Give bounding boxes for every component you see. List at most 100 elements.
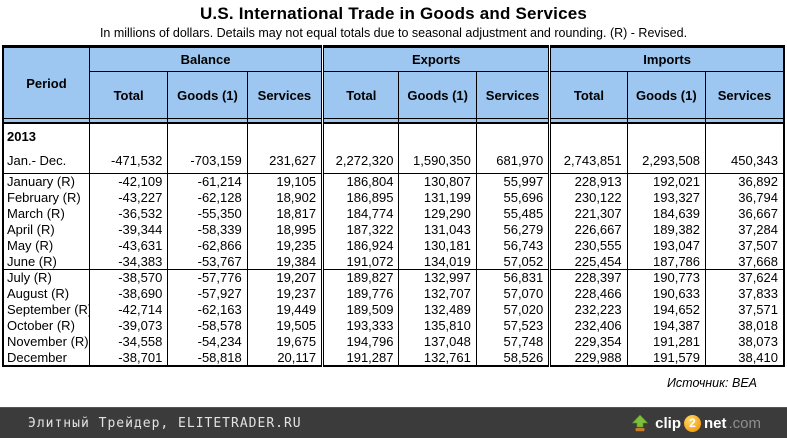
value-cell: -58,818 <box>167 349 248 366</box>
year-row: 2013 <box>2 122 785 146</box>
value-cell: 186,924 <box>321 237 400 254</box>
value-cell: -53,767 <box>167 253 248 270</box>
value-cell: 191,072 <box>321 253 400 270</box>
value-cell: 129,290 <box>398 205 477 222</box>
value-cell: 19,207 <box>246 269 324 286</box>
header-spacer-cell <box>88 118 169 124</box>
value-cell: 194,796 <box>321 333 400 350</box>
value-cell: 55,485 <box>475 205 551 222</box>
clip2net-logo: clip 2 net .com <box>631 414 761 432</box>
value-cell: 37,668 <box>705 253 785 270</box>
period-cell: July (R) <box>2 269 90 286</box>
value-cell: 193,327 <box>626 189 707 206</box>
header-group-row: Period Balance Exports Imports <box>2 46 785 119</box>
table-row: February (R) -43,227 -62,128 18,902 186,… <box>2 189 785 206</box>
value-cell: 232,223 <box>548 301 628 318</box>
value-cell: -38,701 <box>88 349 169 366</box>
empty-cell <box>246 122 324 146</box>
value-cell: 186,804 <box>321 173 400 190</box>
value-cell: 132,997 <box>398 269 477 286</box>
value-cell: -38,570 <box>88 269 169 286</box>
value-cell: 57,052 <box>475 253 551 270</box>
value-cell: 131,199 <box>398 189 477 206</box>
value-cell: 36,794 <box>705 189 785 206</box>
value-cell: 18,817 <box>246 205 324 222</box>
value-cell: 681,970 <box>475 145 551 174</box>
table-row: October (R) -39,073 -58,578 19,505 193,3… <box>2 317 785 334</box>
header-exports-goods: Goods (1) <box>398 71 477 119</box>
period-cell: May (R) <box>2 237 90 254</box>
period-cell: September (R) <box>2 301 90 318</box>
table-row: November (R) -34,558 -54,234 19,675 194,… <box>2 333 785 350</box>
value-cell: 57,748 <box>475 333 551 350</box>
value-cell: 130,807 <box>398 173 477 190</box>
value-cell: 2,272,320 <box>321 145 400 174</box>
page-subtitle: In millions of dollars. Details may not … <box>99 26 688 40</box>
value-cell: -58,339 <box>167 221 248 238</box>
value-cell: 229,988 <box>548 349 628 366</box>
header-balance-total: Total <box>88 71 169 119</box>
value-cell: 58,526 <box>475 349 551 366</box>
header-spacer-cell <box>321 118 400 124</box>
value-cell: 228,397 <box>548 269 628 286</box>
value-cell: -55,350 <box>167 205 248 222</box>
value-cell: 228,913 <box>548 173 628 190</box>
value-cell: -42,714 <box>88 301 169 318</box>
value-cell: 194,652 <box>626 301 707 318</box>
value-cell: -62,128 <box>167 189 248 206</box>
value-cell: 37,571 <box>705 301 785 318</box>
value-cell: 37,507 <box>705 237 785 254</box>
value-cell: 57,020 <box>475 301 551 318</box>
value-cell: 19,505 <box>246 317 324 334</box>
value-cell: 189,509 <box>321 301 400 318</box>
empty-cell <box>626 122 707 146</box>
period-cell: August (R) <box>2 285 90 302</box>
period-cell: April (R) <box>2 221 90 238</box>
value-cell: -39,073 <box>88 317 169 334</box>
header-imports-goods: Goods (1) <box>626 71 707 119</box>
header-exports-total: Total <box>321 71 400 119</box>
value-cell: 192,021 <box>626 173 707 190</box>
header-spacer-cell <box>705 118 785 124</box>
header-exports-services: Services <box>475 71 551 119</box>
value-cell: 186,895 <box>321 189 400 206</box>
header-balance-services: Services <box>246 71 324 119</box>
value-cell: 191,579 <box>626 349 707 366</box>
table-row: January (R) -42,109 -61,214 19,105 186,8… <box>2 173 785 190</box>
value-cell: 18,995 <box>246 221 324 238</box>
empty-cell <box>548 122 628 146</box>
value-cell: 37,284 <box>705 221 785 238</box>
value-cell: 135,810 <box>398 317 477 334</box>
logo-text-clip: clip <box>655 414 681 432</box>
header-imports-total: Total <box>548 71 628 119</box>
header-spacer-row <box>2 118 785 124</box>
logo-circle-2: 2 <box>683 414 701 432</box>
value-cell: 187,786 <box>626 253 707 270</box>
value-cell: -54,234 <box>167 333 248 350</box>
value-cell: 18,902 <box>246 189 324 206</box>
value-cell: 20,117 <box>246 349 324 366</box>
value-cell: -43,631 <box>88 237 169 254</box>
empty-cell <box>705 122 785 146</box>
value-cell: -42,109 <box>88 173 169 190</box>
value-cell: 1,590,350 <box>398 145 477 174</box>
period-cell: October (R) <box>2 317 90 334</box>
value-cell: 130,181 <box>398 237 477 254</box>
value-cell: 55,696 <box>475 189 551 206</box>
value-cell: -471,532 <box>88 145 169 174</box>
value-cell: 36,667 <box>705 205 785 222</box>
value-cell: 230,122 <box>548 189 628 206</box>
value-cell: 221,307 <box>548 205 628 222</box>
empty-cell <box>475 122 551 146</box>
value-cell: -62,163 <box>167 301 248 318</box>
header-period: Period <box>2 46 90 119</box>
upload-arrow-icon <box>631 414 649 432</box>
value-cell: 19,449 <box>246 301 324 318</box>
value-cell: -39,344 <box>88 221 169 238</box>
header-exports: Exports <box>321 46 551 72</box>
value-cell: 134,019 <box>398 253 477 270</box>
value-cell: 450,343 <box>705 145 785 174</box>
value-cell: 56,743 <box>475 237 551 254</box>
empty-cell <box>398 122 477 146</box>
table-row: April (R) -39,344 -58,339 18,995 187,322… <box>2 221 785 238</box>
